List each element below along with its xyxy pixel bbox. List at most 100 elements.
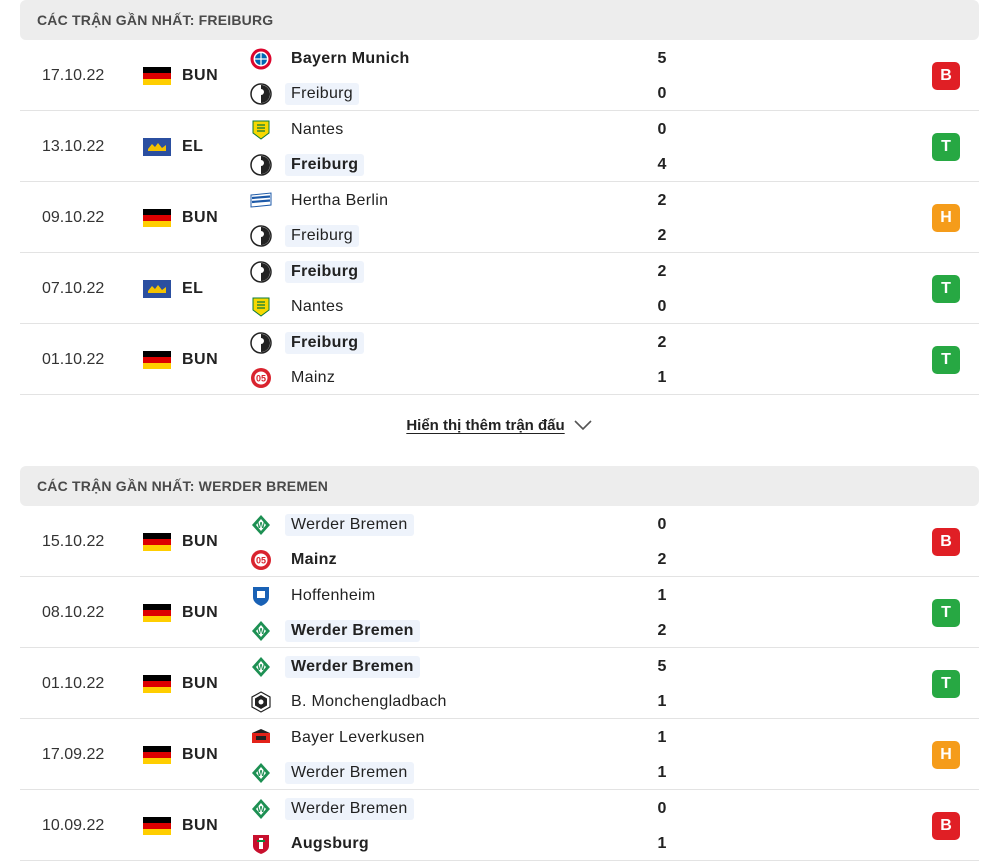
match-row[interactable]: 09.10.22 BUN Hertha Berlin 2 Freiburg 2 H — [20, 182, 979, 253]
away-team-name: Freiburg — [285, 83, 359, 105]
home-team-name: Werder Bremen — [285, 514, 414, 536]
svg-text:05: 05 — [256, 374, 266, 384]
match-date: 01.10.22 — [42, 675, 105, 692]
werder-logo-icon: W — [250, 798, 272, 820]
match-row[interactable]: 01.10.22 BUN W Werder Bremen 5 B. Monchenglad… — [20, 648, 979, 719]
match-date: 17.09.22 — [42, 746, 105, 763]
home-team[interactable]: Bayer Leverkusen — [250, 725, 431, 751]
recent-matches-freiburg: CÁC TRẬN GẦN NHẤT: FREIBURG 17.10.22 BUN B… — [20, 0, 979, 455]
away-team[interactable]: Freiburg — [250, 152, 365, 178]
germany-flag-icon — [143, 674, 171, 693]
match-row[interactable]: 07.10.22 EL Freiburg 2 Nantes 0 T — [20, 253, 979, 324]
away-team-name: Freiburg — [285, 225, 359, 247]
svg-text:05: 05 — [256, 556, 266, 566]
competition: BUN — [143, 40, 218, 111]
svg-text:W: W — [257, 521, 265, 530]
away-team-name: Augsburg — [291, 835, 369, 852]
home-team[interactable]: W Werder Bremen — [250, 512, 414, 538]
home-team-name: Bayer Leverkusen — [291, 729, 425, 746]
home-team-name: Freiburg — [285, 332, 365, 354]
nantes-logo-icon — [250, 296, 272, 318]
germany-flag-icon — [143, 532, 171, 551]
result-badge: T — [932, 599, 960, 627]
home-team[interactable]: Bayern Munich — [250, 46, 416, 72]
match-row[interactable]: 17.09.22 BUN Bayer Leverkusen 1 W Werder Brem… — [20, 719, 979, 790]
augsburg-logo-icon — [250, 833, 272, 855]
home-team[interactable]: W Werder Bremen — [250, 796, 414, 822]
match-row[interactable]: 15.10.22 BUN W Werder Bremen 0 05 Mainz 2 B — [20, 506, 979, 577]
competition-code: BUN — [182, 208, 219, 226]
competition: BUN — [143, 182, 218, 253]
result-badge: B — [932, 62, 960, 90]
gladbach-logo-icon — [250, 691, 272, 713]
away-team[interactable]: Nantes — [250, 294, 350, 320]
mainz-logo-icon: 05 — [250, 549, 272, 571]
competition-code: EL — [182, 137, 204, 155]
home-team[interactable]: W Werder Bremen — [250, 654, 420, 680]
home-team-name: Freiburg — [285, 261, 365, 283]
match-row[interactable]: 17.10.22 BUN Bayern Munich 5 Freiburg 0 B — [20, 40, 979, 111]
competition: BUN — [143, 648, 218, 719]
away-team[interactable]: W Werder Bremen — [250, 760, 414, 786]
competition-code: BUN — [182, 532, 219, 550]
show-more-matches-link[interactable]: Hiển thị thêm trận đấu — [20, 395, 979, 455]
competition: EL — [143, 253, 203, 324]
section-header: CÁC TRẬN GẦN NHẤT: WERDER BREMEN — [20, 466, 979, 506]
away-team[interactable]: 05 Mainz — [250, 547, 343, 573]
svg-text:W: W — [257, 627, 265, 636]
away-score: 1 — [657, 764, 667, 781]
home-team[interactable]: Hertha Berlin — [250, 188, 394, 214]
home-score: 0 — [657, 516, 667, 533]
svg-text:W: W — [257, 663, 265, 672]
match-row[interactable]: 13.10.22 EL Nantes 0 Freiburg 4 T — [20, 111, 979, 182]
freiburg-logo-icon — [250, 332, 272, 354]
away-team-name: Nantes — [291, 298, 344, 315]
away-score: 0 — [657, 85, 667, 102]
werder-logo-icon: W — [250, 762, 272, 784]
competition-code: BUN — [182, 745, 219, 763]
away-score: 1 — [657, 693, 667, 710]
home-team[interactable]: Nantes — [250, 117, 350, 143]
home-team[interactable]: Freiburg — [250, 259, 365, 285]
home-score: 2 — [657, 192, 667, 209]
home-team[interactable]: Freiburg — [250, 330, 365, 356]
result-badge: B — [932, 812, 960, 840]
leverkusen-logo-icon — [250, 727, 272, 749]
match-date: 08.10.22 — [42, 604, 105, 621]
away-score: 2 — [657, 622, 667, 639]
away-team-name: Mainz — [291, 551, 337, 568]
away-team[interactable]: W Werder Bremen — [250, 618, 420, 644]
away-team[interactable]: 05 Mainz — [250, 365, 341, 391]
germany-flag-icon — [143, 208, 171, 227]
away-team[interactable]: Augsburg — [250, 831, 375, 857]
werder-logo-icon: W — [250, 620, 272, 642]
freiburg-logo-icon — [250, 83, 272, 105]
werder-logo-icon: W — [250, 656, 272, 678]
competition: EL — [143, 111, 203, 182]
away-team-name: Mainz — [291, 369, 336, 386]
away-team[interactable]: Freiburg — [250, 81, 359, 107]
chevron-down-icon — [574, 420, 592, 431]
away-team[interactable]: Freiburg — [250, 223, 359, 249]
match-date: 10.09.22 — [42, 817, 105, 834]
competition: BUN — [143, 719, 218, 790]
match-row[interactable]: 10.09.22 BUN W Werder Bremen 0 Augsburg 1 B — [20, 790, 979, 861]
away-team-name: Werder Bremen — [285, 620, 420, 642]
competition: BUN — [143, 324, 218, 395]
home-team-name: Nantes — [291, 121, 344, 138]
result-badge: T — [932, 670, 960, 698]
home-team[interactable]: Hoffenheim — [250, 583, 382, 609]
show-more-label: Hiển thị thêm trận đấu — [406, 416, 565, 434]
away-score: 4 — [657, 156, 667, 173]
result-badge: T — [932, 133, 960, 161]
match-date: 17.10.22 — [42, 67, 105, 84]
competition-code: BUN — [182, 816, 219, 834]
away-team[interactable]: B. Monchengladbach — [250, 689, 453, 715]
match-row[interactable]: 08.10.22 BUN Hoffenheim 1 W Werder Bremen 2 T — [20, 577, 979, 648]
away-score: 0 — [657, 298, 667, 315]
competition: BUN — [143, 577, 218, 648]
match-row[interactable]: 01.10.22 BUN Freiburg 2 05 Mainz 1 T — [20, 324, 979, 395]
away-score: 1 — [657, 835, 667, 852]
competition-code: BUN — [182, 66, 219, 84]
home-score: 0 — [657, 800, 667, 817]
